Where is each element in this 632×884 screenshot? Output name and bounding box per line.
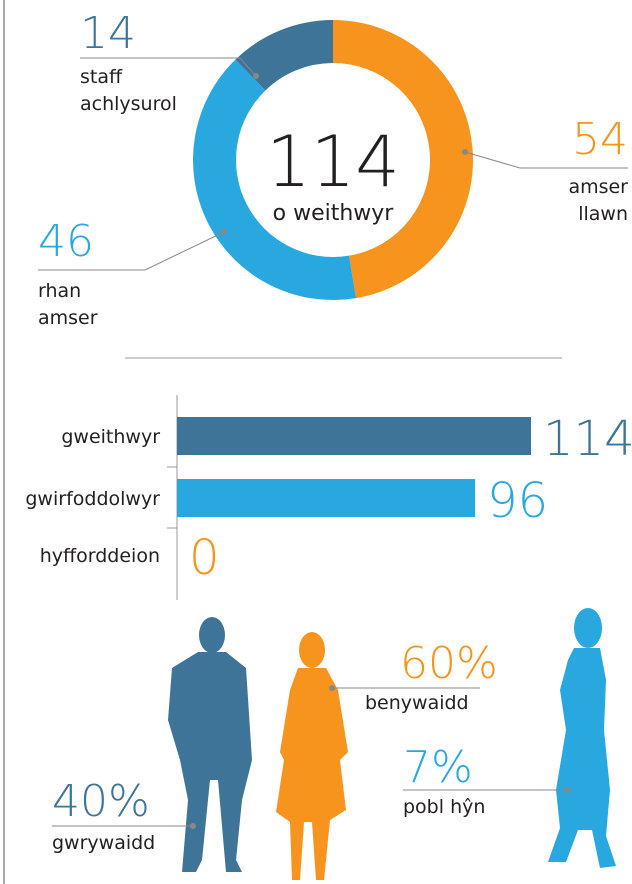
leader-dot [221,229,227,235]
leader-dot [565,787,571,793]
bar [177,417,531,455]
leader-dot [190,823,196,829]
segment-value: 14 [80,12,136,56]
older-woman-silhouette [548,608,616,868]
bar-category: hyfforddeion [40,545,160,567]
bar [177,479,475,517]
segment-label: rhan amser [38,278,128,332]
bar-value: 0 [189,530,220,586]
segment-value: 46 [38,220,94,264]
center-value: 114 [266,121,400,203]
man-silhouette [168,617,252,872]
center-caption: o weithwyr [273,201,395,226]
percent-value: 7% [403,746,473,790]
bar-value: 114 [543,411,632,467]
percent-value: 40% [52,780,150,824]
segment-value: 54 [572,118,628,162]
leader-dot [253,73,259,79]
segment-label: staff achlysurol [80,64,200,118]
percent-label: gwrywaidd [52,830,155,857]
percent-label: benywaidd [365,690,469,717]
leader-dot [462,149,468,155]
leader-dot [329,685,335,691]
bar-category: gweithwyr [61,426,160,448]
percent-label: pobl hŷn [403,794,485,821]
segment-label: amser llawn [548,174,628,228]
woman-silhouette [276,632,348,880]
bar-value: 96 [487,473,548,529]
infographic: 114o weithwyrgweithwyr114gwirfoddolwyr96… [0,0,632,884]
canvas: 114o weithwyrgweithwyr114gwirfoddolwyr96… [0,0,632,884]
percent-value: 60% [400,642,498,686]
bar-category: gwirfoddolwyr [25,488,160,510]
